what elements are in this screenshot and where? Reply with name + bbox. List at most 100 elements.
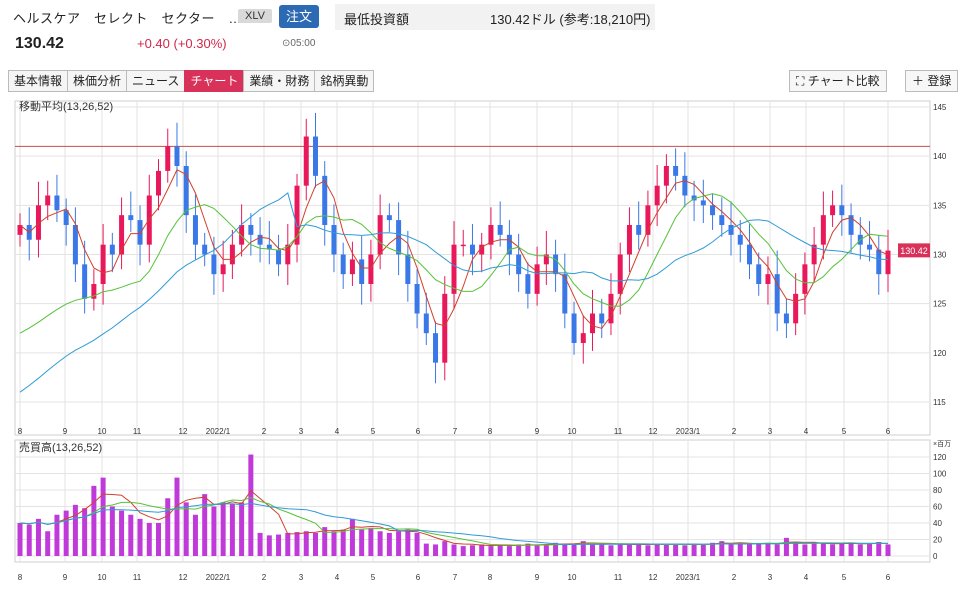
candle-body <box>811 244 817 265</box>
volume-bar <box>137 518 143 556</box>
current-price: 130.42 <box>15 35 64 52</box>
volume-bar <box>663 544 669 556</box>
candle-body <box>506 234 512 255</box>
chart-compare-button[interactable]: ⛶ チャート比較 <box>789 70 887 92</box>
volume-bar <box>312 532 318 556</box>
x-tick-label: 11 <box>133 427 142 436</box>
volume-bar <box>580 541 586 556</box>
x-tick-label: 12 <box>649 573 658 582</box>
price-panel-label: 移動平均(13,26,52) <box>19 99 113 113</box>
candle-body <box>626 225 632 255</box>
volume-bar <box>192 514 198 556</box>
tab-chart[interactable]: チャート <box>184 70 244 92</box>
x-tick-label: 3 <box>768 573 773 582</box>
x-tick-label: 2 <box>732 427 737 436</box>
x-tick-label: 8 <box>488 573 493 582</box>
x-tick-label: 2022/1 <box>206 573 231 582</box>
candle-body <box>876 249 882 275</box>
volume-bar <box>571 544 577 556</box>
tab-news[interactable]: ニュース <box>126 70 185 92</box>
candle-body <box>405 254 411 284</box>
vol-tick-label: 120 <box>933 453 947 462</box>
candle-body <box>700 200 706 206</box>
volume-bar <box>728 544 734 556</box>
volume-bar <box>183 502 189 556</box>
volume-bar <box>719 541 725 556</box>
candle-body <box>414 284 420 314</box>
security-name: ヘルスケア セレクト セクター … <box>13 11 242 26</box>
volume-bar <box>876 541 882 556</box>
volume-bar <box>26 524 32 556</box>
candle-body <box>100 244 106 284</box>
candle-body <box>820 215 826 245</box>
tab-financials[interactable]: 業績・財務 <box>243 70 315 92</box>
x-tick-label: 3 <box>299 573 304 582</box>
volume-bar <box>266 535 272 556</box>
candle-body <box>497 225 503 235</box>
candle-body <box>710 205 716 216</box>
volume-bar <box>414 532 420 556</box>
candle-body <box>276 249 282 265</box>
x-tick-label: 7 <box>453 427 458 436</box>
volume-bar <box>479 544 485 556</box>
candle-body <box>636 225 642 235</box>
candle-body <box>396 220 402 255</box>
volume-bar <box>322 527 328 556</box>
volume-bar <box>276 534 282 556</box>
candle-body <box>469 244 475 255</box>
x-tick-label: 8 <box>488 427 493 436</box>
candle-body <box>746 244 752 265</box>
volume-bar <box>239 502 245 556</box>
volume-bar <box>257 532 263 556</box>
candle-body <box>359 259 365 284</box>
tab-basic-info[interactable]: 基本情報 <box>8 70 68 92</box>
candle-body <box>673 166 679 176</box>
candle-body <box>174 146 180 166</box>
volume-bar <box>202 494 208 556</box>
x-tick-label: 9 <box>535 573 540 582</box>
candle-body <box>192 215 198 245</box>
register-button[interactable]: ＋ 登録 <box>905 70 959 92</box>
candle-body <box>183 166 189 216</box>
candle-body <box>202 244 208 255</box>
candle-body <box>857 234 863 245</box>
candle-body <box>26 225 32 240</box>
candle-body <box>580 333 586 343</box>
x-tick-label: 11 <box>614 573 623 582</box>
candle-body <box>331 225 337 255</box>
candle-body <box>663 166 669 186</box>
vol-ma52-line <box>19 502 889 545</box>
x-tick-label: 6 <box>416 427 421 436</box>
volume-bar <box>405 529 411 556</box>
x-tick-label: 8 <box>18 573 23 582</box>
candle-body <box>756 264 762 284</box>
volume-bar <box>811 543 817 556</box>
x-tick-label: 5 <box>842 573 847 582</box>
x-tick-label: 2 <box>732 573 737 582</box>
x-tick-label: 11 <box>614 427 623 436</box>
x-tick-label: 5 <box>842 427 847 436</box>
volume-bar <box>91 485 97 556</box>
vol-ma26-line <box>19 497 889 546</box>
vol-tick-label: 80 <box>933 486 942 495</box>
volume-panel-label: 売買高(13,26,52) <box>19 440 102 454</box>
volume-bar <box>386 532 392 556</box>
x-tick-label: 6 <box>416 573 421 582</box>
tab-stock-changes[interactable]: 銘柄異動 <box>314 70 375 92</box>
tab-stock-analysis[interactable]: 株価分析 <box>67 70 127 92</box>
volume-bar <box>211 506 217 556</box>
candle-body <box>266 244 272 250</box>
candle-body <box>479 244 485 255</box>
volume-bar <box>174 477 180 556</box>
vol-tick-label: 100 <box>933 470 947 479</box>
price-change: +0.40 (+0.30%) <box>137 36 227 51</box>
candle-body <box>156 170 162 196</box>
candle-body <box>682 175 688 196</box>
candle-body <box>802 264 808 294</box>
volume-bar <box>109 506 115 556</box>
volume-bar <box>857 544 863 556</box>
volume-bar <box>617 544 623 556</box>
candle-body <box>128 215 134 221</box>
x-tick-label: 2 <box>262 573 267 582</box>
order-button[interactable]: 注文 <box>279 5 319 28</box>
